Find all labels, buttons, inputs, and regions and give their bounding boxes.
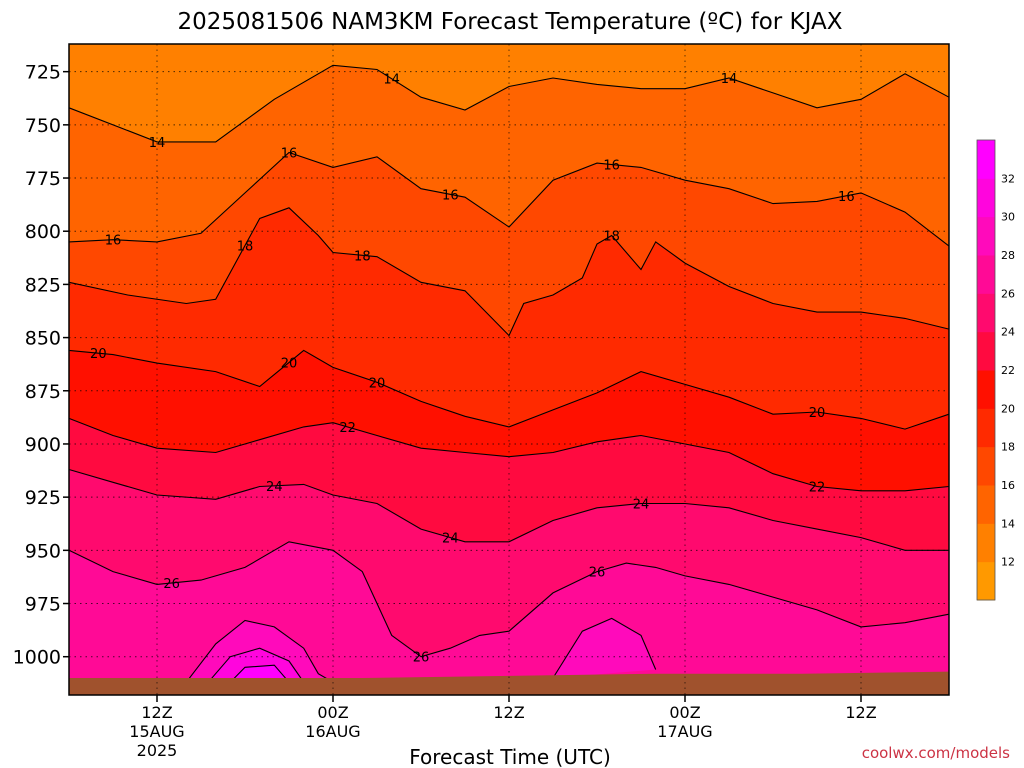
y-tick-label: 975: [25, 594, 61, 616]
isotherm-20-3: [68, 349, 950, 430]
grid-lines: [69, 44, 949, 695]
isotherm-label: 26: [589, 566, 606, 581]
y-tick-label: 875: [25, 381, 61, 403]
colorbar-label: 20: [1001, 402, 1015, 415]
colorbar-segment: [977, 408, 995, 448]
x-tick-label: 12Z: [493, 703, 524, 722]
y-tick-label: 925: [25, 487, 61, 509]
isotherm-label: 16: [838, 190, 855, 205]
colorbar-label: 22: [1001, 364, 1015, 377]
colorbar-label: 28: [1001, 249, 1015, 262]
y-tick-label: 725: [25, 62, 61, 84]
isotherm-label: 14: [149, 136, 166, 151]
plot-area: 14 14 14 16 16 16 16 16 18 18 18 20 20 20 20 22 22 24 24 24…: [68, 43, 950, 696]
colorbar-segment: [977, 523, 995, 563]
colorbar-segment: [977, 255, 995, 294]
x-tick-label: 2025: [137, 741, 178, 760]
isotherm-label: 18: [237, 239, 254, 254]
isotherm-label: 26: [413, 651, 430, 666]
pocket-32-3: [230, 665, 289, 683]
isotherm-label: 16: [105, 234, 122, 249]
isotherm-label: 14: [721, 72, 738, 87]
isotherm-label: 20: [90, 347, 107, 362]
colorbar-frame: [976, 139, 996, 601]
isotherm-label: 22: [339, 421, 356, 436]
x-tick-label: 00Z: [669, 703, 700, 722]
colorbar-label: 24: [1001, 326, 1015, 339]
isotherm-label: 20: [809, 406, 826, 421]
isotherm-label: 22: [809, 481, 826, 496]
isotherm-labels: 14 14 14 16 16 16 16 16 18 18 18 20 20 20 20 22 22 24 24 24…: [90, 72, 855, 666]
x-axis-label: Forecast Time (UTC): [409, 745, 611, 768]
colorbar-segment: [977, 178, 995, 218]
isotherm-label: 16: [281, 147, 298, 162]
x-tick-label: 16AUG: [305, 722, 360, 741]
isotherm-24-5: [68, 468, 949, 551]
colorbar-segment: [977, 561, 995, 601]
colorbar-segment: [977, 331, 995, 371]
colorbar-label: 32: [1001, 172, 1015, 185]
pocket-28-1: [553, 618, 656, 678]
y-tick-label: 900: [25, 434, 61, 456]
colorbar-segment: [977, 140, 995, 179]
isotherm-label: 20: [281, 356, 298, 371]
isotherm-label: 24: [633, 498, 650, 513]
isotherm-label: 24: [266, 480, 283, 495]
isotherm-label: 16: [442, 188, 459, 203]
y-tick-label: 950: [25, 540, 61, 562]
x-tick-label: 15AUG: [129, 722, 184, 741]
x-tick-label: 00Z: [317, 703, 348, 722]
isotherm-28-8: [552, 617, 657, 679]
colorbar-segment: [977, 370, 995, 409]
isotherm-label: 18: [354, 249, 371, 264]
isotherm-28-7: [185, 619, 334, 683]
isotherm-26-6: [68, 541, 950, 658]
isotherm-label: 24: [442, 532, 459, 547]
isotherm-label: 26: [163, 577, 180, 592]
credit-link[interactable]: coolwx.com/models: [862, 744, 1010, 762]
isotherm-lines: [68, 64, 950, 683]
y-tick-label: 775: [25, 168, 61, 190]
x-tick-label: 12Z: [141, 703, 172, 722]
y-tick-label: 850: [25, 328, 61, 350]
y-tick-label: 825: [25, 274, 61, 296]
y-tick-label: 800: [25, 221, 61, 243]
isotherm-label: 16: [603, 159, 620, 174]
isotherm-label: 20: [369, 376, 386, 391]
colorbar-label: 12: [1001, 556, 1015, 569]
isotherm-30-9: [207, 647, 305, 683]
colorbar-label: 14: [1001, 517, 1015, 530]
colorbar-segment: [977, 485, 995, 524]
x-tick-label: 17AUG: [657, 722, 712, 741]
isotherm-32-10: [229, 664, 290, 683]
colorbar-label: 18: [1001, 441, 1015, 454]
colorbar-segment: [977, 293, 995, 333]
isotherm-label: 18: [603, 229, 620, 244]
y-tick-label: 750: [25, 115, 61, 137]
isotherm-18-2: [68, 207, 950, 337]
colorbar-segment: [977, 446, 995, 486]
y-tick-label: 1000: [13, 647, 61, 669]
x-tick-label: 12Z: [845, 703, 876, 722]
colorbar-label: 30: [1001, 211, 1015, 224]
colorbar-label: 16: [1001, 479, 1015, 492]
colorbar: 12 14 16 18 20 22 24 26 28 30 32: [976, 139, 1015, 601]
y-axis: 725 750 775 800 825 850 875 900 925 950 975 1000: [13, 62, 69, 669]
isotherm-label: 14: [383, 73, 400, 88]
colorbar-segment: [977, 216, 995, 256]
isotherm-14-0: [68, 64, 950, 143]
chart-title: 2025081506 NAM3KM Forecast Temperature (…: [178, 9, 843, 35]
colorbar-label: 26: [1001, 287, 1015, 300]
